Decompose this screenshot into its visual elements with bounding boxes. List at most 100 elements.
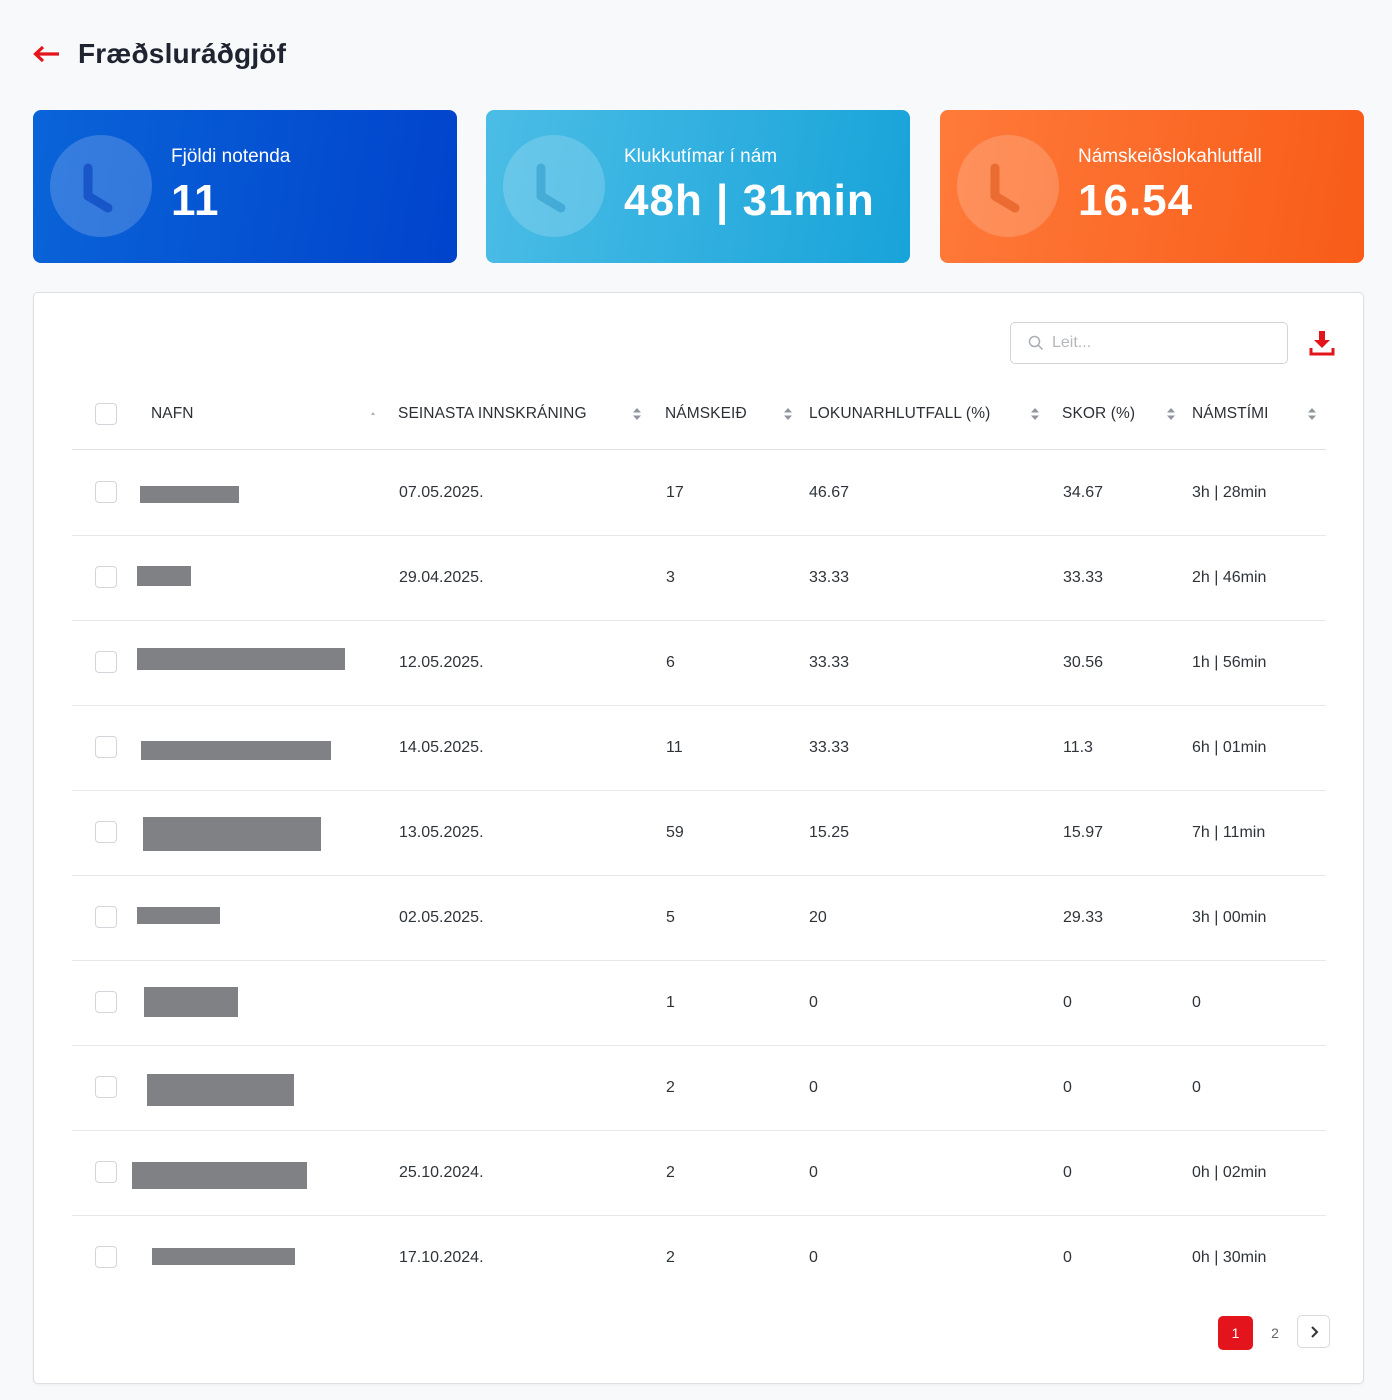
cell-study-time: 3h | 28min [1192, 483, 1267, 501]
redacted-name [137, 907, 220, 924]
search-icon [1028, 335, 1044, 351]
redacted-name [152, 1248, 295, 1265]
row-checkbox[interactable] [95, 566, 117, 588]
sort-icon[interactable] [1307, 407, 1317, 421]
cell-score: 11.3 [1063, 738, 1093, 756]
table-row[interactable]: 12.05.2025. 6 33.33 30.56 1h | 56min [72, 620, 1326, 706]
column-header-last-login[interactable]: SEINASTA INNSKRÁNING [398, 405, 587, 422]
arrow-left-icon[interactable] [32, 44, 60, 64]
cell-score: 0 [1063, 1078, 1072, 1096]
cell-completion: 33.33 [809, 738, 850, 756]
cell-completion: 15.25 [809, 823, 850, 841]
cell-study-time: 0 [1192, 1078, 1201, 1096]
sort-icon[interactable] [783, 407, 793, 421]
cell-study-time: 0h | 02min [1192, 1163, 1267, 1181]
pagination-page-1[interactable]: 1 [1218, 1316, 1253, 1350]
cell-completion: 0 [809, 1163, 818, 1181]
stat-card-hours: Klukkutímar í nám 48h | 31min [486, 110, 910, 263]
table-row[interactable]: 17.10.2024. 2 0 0 0h | 30min [72, 1215, 1326, 1300]
cell-score: 34.67 [1063, 483, 1104, 501]
page-title: Fræðsluráðgjöf [78, 38, 287, 69]
cell-study-time: 3h | 00min [1192, 908, 1267, 926]
cell-courses: 2 [666, 1163, 675, 1181]
select-all-checkbox[interactable] [95, 403, 117, 425]
row-checkbox[interactable] [95, 1161, 117, 1183]
redacted-name [143, 817, 321, 851]
cell-courses: 5 [666, 908, 675, 926]
sort-icon[interactable] [1166, 407, 1176, 421]
table-row[interactable]: 25.10.2024. 2 0 0 0h | 02min [72, 1130, 1326, 1216]
table-row[interactable]: 13.05.2025. 59 15.25 15.97 7h | 11min [72, 790, 1326, 876]
cell-study-time: 7h | 11min [1192, 823, 1266, 841]
download-icon[interactable] [1308, 329, 1336, 357]
cell-courses: 1 [666, 993, 675, 1011]
redacted-name [147, 1074, 294, 1106]
pagination-page-2[interactable]: 2 [1271, 1325, 1279, 1341]
row-checkbox[interactable] [95, 651, 117, 673]
sort-asc-icon[interactable] [370, 410, 376, 416]
cell-score: 0 [1063, 1163, 1072, 1181]
cell-courses: 2 [666, 1248, 675, 1266]
cell-courses: 6 [666, 653, 675, 671]
cell-study-time: 0h | 30min [1192, 1248, 1267, 1266]
cell-courses: 11 [666, 738, 683, 756]
redacted-name [137, 566, 191, 586]
cell-last-login: 17.10.2024. [399, 1248, 484, 1266]
cell-last-login: 14.05.2025. [399, 738, 484, 756]
table-row[interactable]: 14.05.2025. 11 33.33 11.3 6h | 01min [72, 705, 1326, 791]
table-row[interactable]: 1 0 0 0 [72, 960, 1326, 1046]
cell-score: 0 [1063, 993, 1072, 1011]
row-checkbox[interactable] [95, 906, 117, 928]
search-input[interactable] [1050, 333, 1254, 353]
cell-completion: 0 [809, 1078, 818, 1096]
cell-completion: 33.33 [809, 653, 850, 671]
cell-study-time: 2h | 46min [1192, 568, 1267, 586]
table-row[interactable]: 02.05.2025. 5 20 29.33 3h | 00min [72, 875, 1326, 961]
table-row[interactable]: 07.05.2025. 17 46.67 34.67 3h | 28min [72, 450, 1326, 536]
column-header-study-time[interactable]: NÁMSTÍMI [1192, 405, 1269, 422]
stat-label: Fjöldi notenda [171, 146, 291, 167]
users-table-panel: NAFN SEINASTA INNSKRÁNING NÁMSKEIÐ LOKUN… [33, 292, 1364, 1384]
cell-study-time: 0 [1192, 993, 1201, 1011]
stat-label: Námskeiðslokahlutfall [1078, 146, 1262, 167]
row-checkbox[interactable] [95, 736, 117, 758]
redacted-name [144, 987, 238, 1017]
stat-value: 16.54 [1078, 176, 1194, 225]
cell-score: 33.33 [1063, 568, 1104, 586]
row-checkbox[interactable] [95, 1076, 117, 1098]
stat-value: 11 [171, 176, 220, 225]
search-box [1010, 322, 1288, 364]
row-checkbox[interactable] [95, 821, 117, 843]
cell-completion: 0 [809, 993, 818, 1011]
cell-last-login: 02.05.2025. [399, 908, 484, 926]
redacted-name [132, 1162, 307, 1189]
table-row[interactable]: 2 0 0 0 [72, 1045, 1326, 1131]
cell-last-login: 29.04.2025. [399, 568, 484, 586]
cell-courses: 17 [666, 483, 684, 501]
cell-score: 15.97 [1063, 823, 1104, 841]
sort-icon[interactable] [1030, 407, 1040, 421]
pagination-next-button[interactable] [1297, 1315, 1330, 1348]
redacted-name [140, 486, 239, 503]
column-header-courses[interactable]: NÁMSKEIÐ [665, 405, 747, 422]
table-header: NAFN SEINASTA INNSKRÁNING NÁMSKEIÐ LOKUN… [72, 379, 1326, 450]
row-checkbox[interactable] [95, 1246, 117, 1268]
table-row[interactable]: 29.04.2025. 3 33.33 33.33 2h | 46min [72, 535, 1326, 621]
row-checkbox[interactable] [95, 481, 117, 503]
cell-study-time: 6h | 01min [1192, 738, 1267, 756]
column-header-completion[interactable]: LOKUNARHLUTFALL (%) [809, 405, 991, 422]
cell-study-time: 1h | 56min [1192, 653, 1267, 671]
column-header-score[interactable]: SKOR (%) [1062, 405, 1136, 422]
row-checkbox[interactable] [95, 991, 117, 1013]
page-header: Fræðsluráðgjöf [32, 34, 286, 74]
clock-icon [503, 135, 605, 237]
cell-completion: 0 [809, 1248, 818, 1266]
stat-card-completion: Námskeiðslokahlutfall 16.54 [940, 110, 1364, 263]
column-header-name[interactable]: NAFN [151, 405, 194, 422]
clock-icon [50, 135, 152, 237]
sort-icon[interactable] [632, 407, 642, 421]
cell-courses: 2 [666, 1078, 675, 1096]
cell-courses: 59 [666, 823, 684, 841]
stat-value: 48h | 31min [624, 176, 875, 225]
redacted-name [137, 648, 345, 670]
